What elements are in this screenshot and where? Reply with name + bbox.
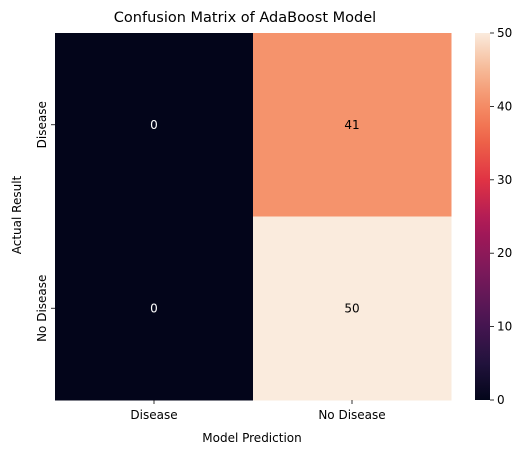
y-axis-label: Actual Result	[10, 175, 24, 254]
x-axis: Disease No Disease	[130, 400, 386, 422]
y-axis: Disease No Disease	[35, 101, 55, 342]
colorbar-tick-label: 10	[497, 320, 512, 334]
heatmap-cell	[253, 33, 452, 217]
y-tick-label: Disease	[35, 101, 49, 148]
cell-value-label: 41	[344, 118, 359, 132]
cell-value-label: 0	[150, 301, 158, 315]
chart-title: Confusion Matrix of AdaBoost Model	[114, 10, 376, 26]
colorbar-tick-label: 30	[497, 173, 512, 187]
x-tick-label: No Disease	[318, 408, 385, 422]
heatmap-cell	[253, 216, 452, 401]
colorbar-tick-label: 50	[497, 26, 512, 40]
x-axis-label: Model Prediction	[202, 431, 301, 445]
x-tick-label: Disease	[130, 408, 177, 422]
cell-value-labels: 0 41 0 50	[150, 118, 359, 316]
colorbar	[475, 33, 490, 400]
colorbar-tick-label: 40	[497, 99, 512, 113]
y-tick-label: No Disease	[35, 275, 49, 342]
colorbar-ticks: 0 10 20 30 40 50	[490, 26, 512, 407]
colorbar-tick-label: 20	[497, 246, 512, 260]
heatmap-cell	[55, 216, 254, 401]
heatmap-cell	[55, 33, 254, 217]
cell-value-label: 0	[150, 118, 158, 132]
colorbar-tick-label: 0	[497, 393, 505, 407]
cell-value-label: 50	[344, 301, 359, 315]
heatmap-cells	[55, 33, 452, 401]
